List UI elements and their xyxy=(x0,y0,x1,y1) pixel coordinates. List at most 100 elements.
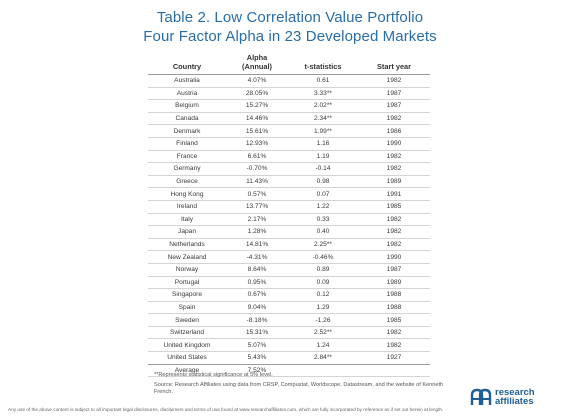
cell-tstat: 1.99** xyxy=(314,127,332,135)
header-country: Country xyxy=(148,54,226,75)
logo-mark-icon xyxy=(470,388,492,405)
cell-alpha: -0.70% xyxy=(246,165,268,173)
table-row: Ireland 13.77% 1.22 1985 xyxy=(148,200,430,214)
table-row: Japan 1.28% 0.40 1982 xyxy=(148,226,430,239)
cell-tstat: 0.07 xyxy=(316,190,330,198)
table-body: Australia 4.07% 0.61 1982 Austria 28.05% 3.33*… xyxy=(148,75,430,377)
cell-start-year: 1982 xyxy=(386,115,402,123)
cell-start-year: 1987 xyxy=(386,89,402,97)
cell-alpha: 5.43% xyxy=(247,354,267,362)
table-row: United Kingdom 5.07% 1.24 1982 xyxy=(148,339,430,352)
cell-start-year: 1985 xyxy=(386,316,402,324)
cell-start-year: 1982 xyxy=(386,329,402,337)
table-row: New Zealand -4.31% -0.46% 1990 xyxy=(148,251,430,264)
cell-start-year: 1989 xyxy=(386,278,402,286)
cell-start-year: 1987 xyxy=(386,102,402,110)
table-row: Sweden -8.18% -1.26 1985 xyxy=(148,314,430,327)
cell-country: Austria xyxy=(176,89,198,97)
table-row: Hong Kong 0.57% 0.07 1991 xyxy=(148,188,430,201)
cell-start-year: 1988 xyxy=(386,303,402,311)
cell-tstat: 0.61 xyxy=(316,77,330,85)
cell-country: Singapore xyxy=(171,291,203,299)
cell-tstat: 3.33** xyxy=(314,89,332,97)
cell-alpha: -8.18% xyxy=(246,316,268,324)
cell-empty xyxy=(358,363,430,377)
cell-alpha: -4.31% xyxy=(246,253,268,261)
cell-start-year: 1989 xyxy=(386,178,402,186)
cell-start-year: 1990 xyxy=(386,253,402,261)
cell-country: Canada xyxy=(175,115,199,123)
cell-alpha: 1.28% xyxy=(247,228,267,236)
cell-tstat: 0.12 xyxy=(316,291,330,299)
source-footnote: Source: Research Affiliates using data f… xyxy=(154,382,444,396)
cell-start-year: 1982 xyxy=(386,165,402,173)
cell-alpha: 15.61% xyxy=(245,127,269,135)
header-alpha-line2: (Annual) xyxy=(242,61,272,71)
cell-country: Italy xyxy=(180,215,194,223)
cell-start-year: 1991 xyxy=(386,190,402,198)
cell-country: Denmark xyxy=(173,127,201,135)
cell-tstat: 1.16 xyxy=(316,140,330,148)
table-row: Germany -0.70% -0.14 1982 xyxy=(148,163,430,176)
cell-country: Portugal xyxy=(174,278,200,286)
alpha-table: Country Alpha (Annual) t-statistics Star… xyxy=(148,53,430,377)
cell-country: Spain xyxy=(178,303,196,311)
cell-country: Finland xyxy=(176,140,198,148)
cell-start-year: 1988 xyxy=(386,291,402,299)
logo-text-line1: research xyxy=(495,387,535,398)
cell-country: Australia xyxy=(174,77,200,85)
cell-tstat: 0.09 xyxy=(316,278,330,286)
table-row: Norway 8.64% 0.89 1987 xyxy=(148,263,430,276)
cell-country: Netherlands xyxy=(169,241,205,249)
table-row: Finland 12.93% 1.16 1990 xyxy=(148,137,430,151)
table-row: Canada 14.46% 2.34** 1982 xyxy=(148,112,430,125)
cell-tstat: 1.19 xyxy=(316,152,330,160)
table-row: United States 5.43% 2.84** 1927 xyxy=(148,352,430,365)
cell-start-year: 1982 xyxy=(386,228,402,236)
cell-country: New Zealand xyxy=(167,253,207,261)
cell-tstat: -0.46% xyxy=(312,253,334,261)
table-row: Singapore 0.67% 0.12 1988 xyxy=(148,289,430,302)
table-row: Italy 2.17% 0.33 1982 xyxy=(148,213,430,226)
cell-alpha: 0.57% xyxy=(247,190,267,198)
table-row: Greece 11.43% 0.98 1989 xyxy=(148,175,430,188)
cell-alpha: 8.64% xyxy=(247,266,267,274)
header-start-year: Start year xyxy=(358,54,430,75)
cell-average-label: Average xyxy=(148,363,226,377)
cell-country: Norway xyxy=(175,266,199,274)
cell-country: Switzerland xyxy=(169,329,205,337)
legal-disclaimer: Any use of the above content is subject … xyxy=(8,407,444,412)
table-row: Austria 28.05% 3.33** 1987 xyxy=(148,87,430,100)
cell-alpha: 9.04% xyxy=(247,303,267,311)
cell-country: Hong Kong xyxy=(170,190,204,198)
cell-alpha: 11.43% xyxy=(246,178,268,186)
cell-start-year: 1985 xyxy=(386,203,402,211)
cell-tstat: 0.98 xyxy=(316,178,330,186)
cell-tstat: 2.25** xyxy=(314,241,332,249)
cell-tstat: 0.33 xyxy=(316,215,330,223)
title-line-2: Four Factor Alpha in 23 Developed Market… xyxy=(143,28,437,45)
table-title: Table 2. Low Correlation Value Portfolio… xyxy=(0,8,580,46)
cell-tstat: 0.89 xyxy=(316,266,330,274)
research-affiliates-logo: research affiliates xyxy=(470,388,535,406)
cell-tstat: 1.24 xyxy=(316,341,330,349)
header-row: Country Alpha (Annual) t-statistics Star… xyxy=(148,53,430,75)
cell-tstat: 2.84** xyxy=(314,354,332,362)
cell-alpha: 6.61% xyxy=(247,152,267,160)
table-row: Spain 9.04% 1.29 1988 xyxy=(148,301,430,314)
cell-tstat: 2.52** xyxy=(314,329,332,337)
title-line-1: Table 2. Low Correlation Value Portfolio xyxy=(156,9,424,26)
cell-country: France xyxy=(176,152,198,160)
average-row: Average 7.52% xyxy=(148,363,430,377)
cell-tstat: -0.14 xyxy=(315,165,331,173)
header-alpha-line1: Alpha xyxy=(246,53,268,62)
logo-text-line2: affiliates xyxy=(495,396,534,407)
table-row: Belgium 15.27% 2.02** 1987 xyxy=(148,100,430,113)
cell-alpha: 15.27% xyxy=(245,102,269,110)
cell-empty xyxy=(288,363,358,377)
cell-alpha: 5.07% xyxy=(247,341,267,349)
cell-country: Germany xyxy=(173,165,201,173)
cell-start-year: 1982 xyxy=(386,241,402,249)
cell-tstat: 0.40 xyxy=(316,228,330,236)
cell-country: Ireland xyxy=(176,203,198,211)
